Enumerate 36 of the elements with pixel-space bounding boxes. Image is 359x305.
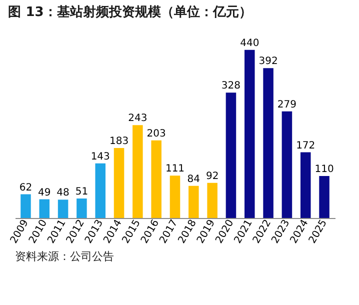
bar <box>244 50 255 218</box>
bar <box>58 200 68 218</box>
bar <box>132 125 143 218</box>
bar <box>263 68 274 218</box>
data-label: 243 <box>128 113 148 124</box>
chart-title: 图 13：基站射频投资规模（单位：亿元） <box>8 4 252 20</box>
data-label: 203 <box>146 128 166 140</box>
data-label: 111 <box>165 164 185 175</box>
bar <box>300 152 311 218</box>
data-label: 84 <box>187 174 200 185</box>
data-label: 49 <box>38 187 51 198</box>
bar <box>20 194 31 218</box>
data-label: 110 <box>314 164 334 175</box>
bar <box>76 198 87 218</box>
data-label: 440 <box>240 38 260 49</box>
data-label: 143 <box>90 151 110 162</box>
data-label: 62 <box>19 182 32 194</box>
data-label: 279 <box>277 99 296 110</box>
data-label: 328 <box>221 80 241 92</box>
bar <box>226 92 236 218</box>
bar <box>282 111 292 218</box>
data-label: 172 <box>296 140 316 152</box>
bar <box>170 176 180 218</box>
data-label: 392 <box>258 56 278 68</box>
bar <box>39 199 50 218</box>
data-label: 48 <box>56 188 70 199</box>
bar <box>95 163 106 218</box>
bar <box>188 186 199 218</box>
data-label: 51 <box>75 186 88 198</box>
bar <box>319 176 330 218</box>
bar <box>151 140 162 218</box>
text: 资料来源：公司公告 <box>15 250 114 263</box>
bar <box>114 148 124 218</box>
bar <box>207 182 218 218</box>
data-label: 92 <box>206 170 219 182</box>
data-label: 183 <box>109 136 129 148</box>
